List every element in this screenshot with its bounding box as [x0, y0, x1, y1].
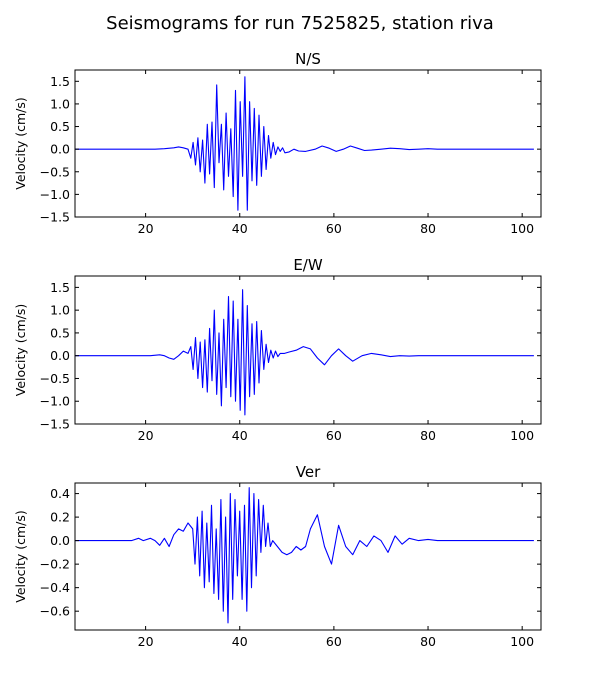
x-tick-label: 80	[420, 634, 436, 649]
y-tick-label: −1.0	[40, 187, 70, 202]
y-tick-label: −0.5	[40, 371, 70, 386]
x-tick-label: 100	[510, 221, 534, 236]
trace-line-ew	[75, 289, 534, 416]
y-tick-label: −1.5	[40, 210, 70, 225]
x-tick-label: 80	[420, 428, 436, 443]
axes-frame-ns	[74, 69, 542, 218]
x-tick-label: 20	[138, 634, 154, 649]
y-tick-label: −1.0	[40, 394, 70, 409]
panel-title-ns: N/S	[295, 50, 321, 68]
x-tick-label: 100	[510, 428, 534, 443]
y-axis-label-ver: Velocity (cm/s)	[13, 510, 28, 603]
x-tick-label: 40	[232, 221, 248, 236]
x-tick-label: 20	[138, 221, 154, 236]
y-tick-label: 1.5	[50, 280, 70, 295]
x-tick-label: 80	[420, 221, 436, 236]
trace-line-ver	[75, 487, 534, 624]
x-tick-label: 60	[326, 428, 342, 443]
figure-title: Seismograms for run 7525825, station riv…	[106, 13, 494, 34]
x-tick-label: 20	[138, 428, 154, 443]
y-tick-label: 1.5	[50, 74, 70, 89]
panel-title-ver: Ver	[296, 463, 321, 481]
y-tick-label: −0.2	[40, 557, 70, 572]
y-tick-label: −0.4	[40, 580, 70, 595]
y-tick-label: 0.5	[50, 325, 70, 340]
y-axis-label-ns: Velocity (cm/s)	[13, 97, 28, 190]
x-tick-label: 40	[232, 428, 248, 443]
x-tick-label: 60	[326, 221, 342, 236]
trace-line-ns	[75, 76, 534, 211]
x-tick-label: 40	[232, 634, 248, 649]
y-tick-label: 0.2	[50, 510, 70, 525]
y-tick-label: 0.0	[50, 348, 70, 363]
panel-ns: N/S Velocity (cm/s) 20 40 60 80 100 −1.5 −1.0 −0.…	[13, 50, 542, 236]
panel-title-ew: E/W	[293, 256, 323, 274]
axes-frame-ew	[74, 275, 542, 425]
axes-frame-ver	[74, 482, 542, 631]
y-tick-label: −0.5	[40, 164, 70, 179]
y-tick-label: 0.4	[50, 486, 70, 501]
y-tick-label: −0.6	[40, 604, 70, 619]
y-tick-label: 1.0	[50, 303, 70, 318]
y-tick-label: 0.0	[50, 142, 70, 157]
x-tick-label: 100	[510, 634, 534, 649]
y-tick-label: −1.5	[40, 417, 70, 432]
y-tick-label: 0.5	[50, 119, 70, 134]
y-axis-label-ew: Velocity (cm/s)	[13, 304, 28, 397]
y-tick-label: 0.0	[50, 533, 70, 548]
panels-container: N/S Velocity (cm/s) 20 40 60 80 100 −1.5 −1.0 −0.…	[13, 50, 542, 649]
panel-ver: Ver Velocity (cm/s) 20 40 60 80 100 −0.6 −0.4 −0.…	[13, 463, 542, 649]
y-tick-label: 1.0	[50, 96, 70, 111]
x-tick-label: 60	[326, 634, 342, 649]
panel-ew: E/W Velocity (cm/s) 20 40 60 80 100 −1.5 −1.0 −0.…	[13, 256, 542, 443]
